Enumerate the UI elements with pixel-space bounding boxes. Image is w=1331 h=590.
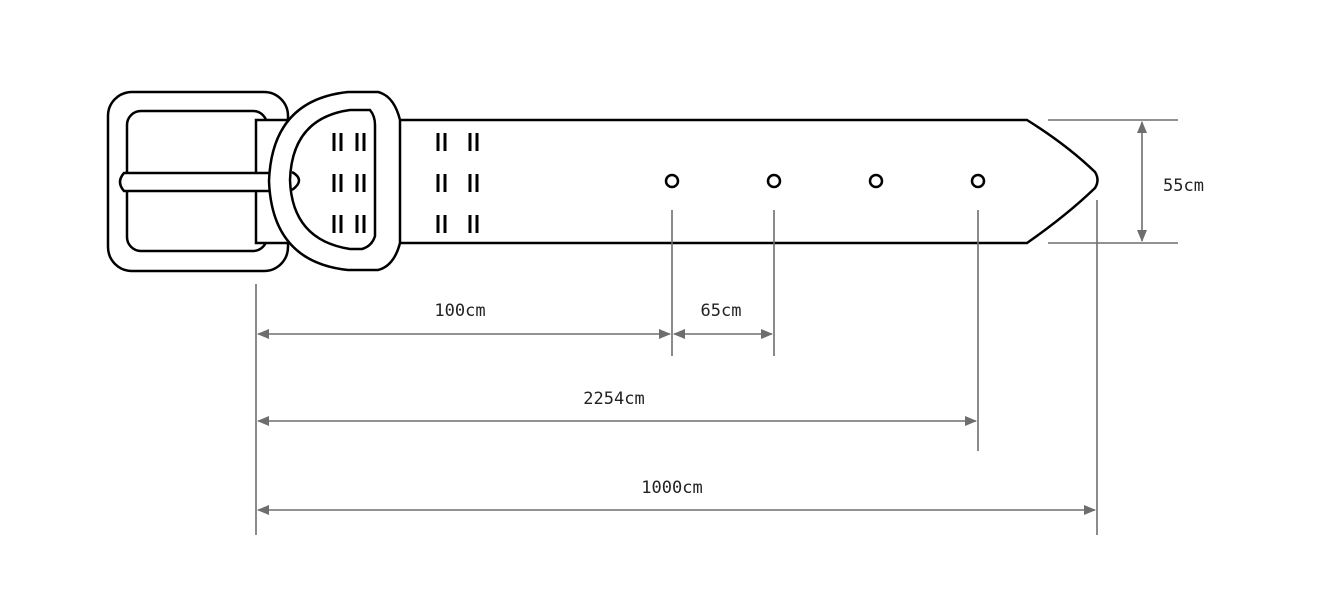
- stitch-slot: [468, 133, 472, 151]
- punch-hole: [868, 173, 884, 189]
- punch-hole: [970, 173, 986, 189]
- stitch-slot: [332, 133, 336, 151]
- stitch-slot: [339, 215, 343, 233]
- dim-label-total-length: 1000cm: [641, 478, 702, 498]
- stitch-slot: [443, 215, 447, 233]
- stitch-slot: [436, 133, 440, 151]
- stitch-slot: [468, 215, 472, 233]
- dim-label-width: 55cm: [1163, 176, 1204, 196]
- stitch-slot: [362, 215, 366, 233]
- stitch-slot: [362, 133, 366, 151]
- punch-hole: [664, 173, 680, 189]
- dim-label-hole-spacing: 65cm: [701, 301, 742, 321]
- stitch-slot: [468, 174, 472, 192]
- dim-label-last-hole: 2254cm: [583, 389, 644, 409]
- stitch-slot: [355, 215, 359, 233]
- stitch-slot: [339, 174, 343, 192]
- stitch-slot: [355, 174, 359, 192]
- stitch-slots: [332, 133, 479, 233]
- stitch-slot: [443, 133, 447, 151]
- stitch-slot: [339, 133, 343, 151]
- stitch-slot: [475, 215, 479, 233]
- stitch-slot: [332, 215, 336, 233]
- dimension-lines: [255, 119, 1178, 535]
- punch-holes: [664, 173, 986, 189]
- dim-label-first-hole: 100cm: [434, 301, 485, 321]
- stitch-slot: [436, 215, 440, 233]
- stitch-slot: [475, 133, 479, 151]
- stitch-slot: [436, 174, 440, 192]
- stitch-slot: [475, 174, 479, 192]
- punch-hole: [766, 173, 782, 189]
- stitch-slot: [332, 174, 336, 192]
- stitch-slot: [362, 174, 366, 192]
- stitch-slot: [355, 133, 359, 151]
- stitch-slot: [443, 174, 447, 192]
